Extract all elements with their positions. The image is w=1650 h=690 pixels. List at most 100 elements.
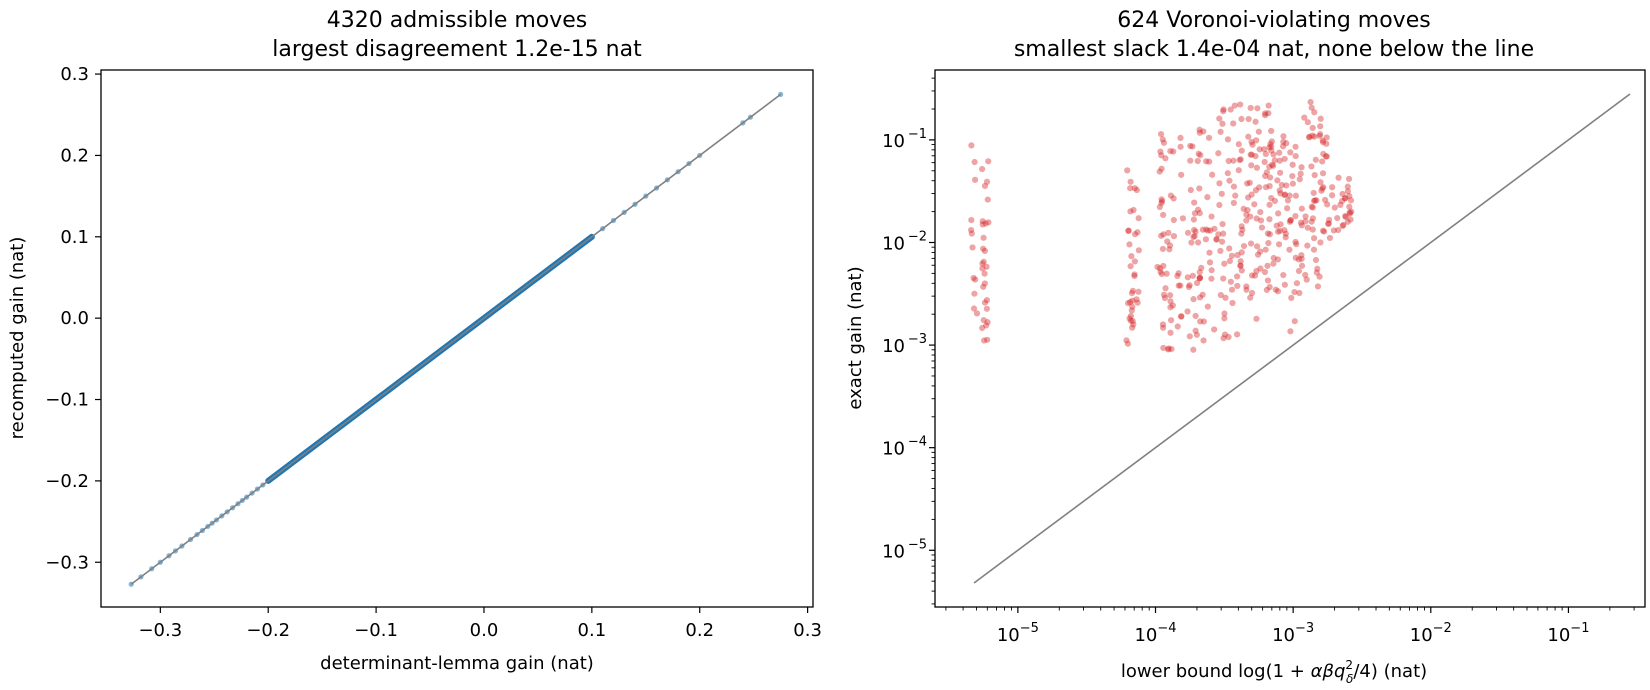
data-point	[1323, 134, 1330, 141]
data-point	[979, 260, 986, 267]
data-point	[1197, 152, 1204, 159]
x-tick-label: −0.2	[246, 620, 290, 641]
data-point	[1230, 199, 1237, 207]
data-point	[1329, 184, 1336, 191]
data-point	[1134, 229, 1141, 236]
y-tick-exponent: −5	[908, 537, 927, 552]
data-point	[1228, 286, 1236, 293]
data-point	[1131, 271, 1138, 278]
data-point	[1292, 143, 1299, 150]
data-point	[1274, 177, 1281, 184]
data-point	[1304, 224, 1311, 231]
data-point	[1283, 140, 1290, 147]
data-point	[1249, 141, 1256, 148]
data-point	[1257, 217, 1265, 224]
data-point	[1160, 262, 1167, 270]
data-point	[1325, 216, 1333, 223]
data-point	[1193, 331, 1200, 338]
data-point	[1289, 180, 1296, 187]
data-point	[1253, 268, 1260, 275]
data-point	[1220, 335, 1227, 342]
data-point	[1220, 106, 1227, 113]
data-point	[1292, 254, 1299, 261]
data-point	[1166, 246, 1173, 253]
data-point	[1156, 203, 1163, 211]
x-tick-label: 0.0	[470, 620, 499, 641]
data-point	[1298, 222, 1305, 229]
data-point	[1320, 228, 1328, 235]
data-point	[1280, 271, 1287, 279]
data-point	[1291, 318, 1298, 325]
data-point	[1196, 126, 1203, 133]
y-tick-label: 0.1	[60, 227, 89, 248]
data-point	[1317, 239, 1324, 246]
data-point	[1230, 183, 1238, 190]
data-point	[1256, 146, 1263, 153]
linear-scatter-panel: 4320 admissible moves largest disagreeme…	[7, 8, 822, 674]
data-point	[1158, 165, 1165, 172]
data-point	[1190, 346, 1197, 353]
data-point	[1339, 190, 1346, 198]
data-point	[1129, 318, 1136, 325]
data-point	[1281, 191, 1288, 199]
data-point	[1215, 231, 1222, 238]
data-point	[1167, 329, 1174, 336]
data-point	[1135, 247, 1142, 254]
data-point	[1226, 245, 1233, 252]
data-point	[1258, 224, 1266, 231]
data-point	[1310, 197, 1318, 205]
data-point	[1170, 195, 1177, 202]
data-point	[1248, 151, 1255, 158]
data-point	[1199, 226, 1206, 233]
data-point	[1229, 299, 1236, 307]
data-point	[1297, 170, 1304, 177]
data-point	[1337, 201, 1344, 208]
data-point	[1304, 242, 1311, 249]
x-tick-label: 0.3	[793, 620, 822, 641]
data-point	[1264, 262, 1271, 269]
data-point	[1234, 251, 1241, 259]
data-point	[1281, 281, 1288, 288]
data-point	[1179, 215, 1187, 222]
data-point	[1191, 232, 1198, 240]
y-tick-exponent: −4	[908, 435, 927, 450]
data-point	[1129, 297, 1136, 304]
data-point	[1196, 129, 1203, 136]
data-point	[1247, 151, 1254, 158]
data-point	[1266, 144, 1273, 151]
data-point	[1289, 173, 1296, 180]
data-point	[1323, 140, 1330, 147]
data-point	[1166, 242, 1174, 249]
data-point	[1131, 185, 1138, 192]
data-point	[1319, 158, 1326, 165]
data-point	[1277, 227, 1284, 235]
data-point	[1193, 279, 1201, 287]
x-tick-label: 10−1	[1547, 621, 1589, 646]
data-point	[981, 280, 988, 287]
data-point	[1322, 196, 1329, 204]
data-point	[1204, 303, 1211, 310]
data-point	[1312, 156, 1319, 163]
data-point	[1195, 239, 1202, 246]
data-point	[1287, 217, 1294, 224]
log-scatter-panel: 624 Voronoi-violating moves smallest sla…	[845, 8, 1646, 686]
data-point	[983, 297, 991, 304]
data-point	[1191, 226, 1198, 234]
y-tick-label: −0.2	[45, 471, 89, 492]
data-point	[1309, 226, 1316, 233]
data-point	[1134, 299, 1141, 306]
data-point	[1313, 269, 1320, 276]
data-point	[1251, 201, 1258, 208]
data-point	[983, 178, 991, 185]
data-point	[1190, 296, 1197, 303]
data-point	[1184, 274, 1191, 281]
data-point	[1257, 208, 1264, 216]
data-point	[1127, 312, 1135, 320]
data-point	[1254, 251, 1262, 258]
data-point	[1167, 148, 1174, 155]
data-point	[1129, 287, 1137, 294]
data-point	[1165, 345, 1172, 352]
data-point	[979, 218, 986, 225]
data-point	[1252, 118, 1259, 125]
